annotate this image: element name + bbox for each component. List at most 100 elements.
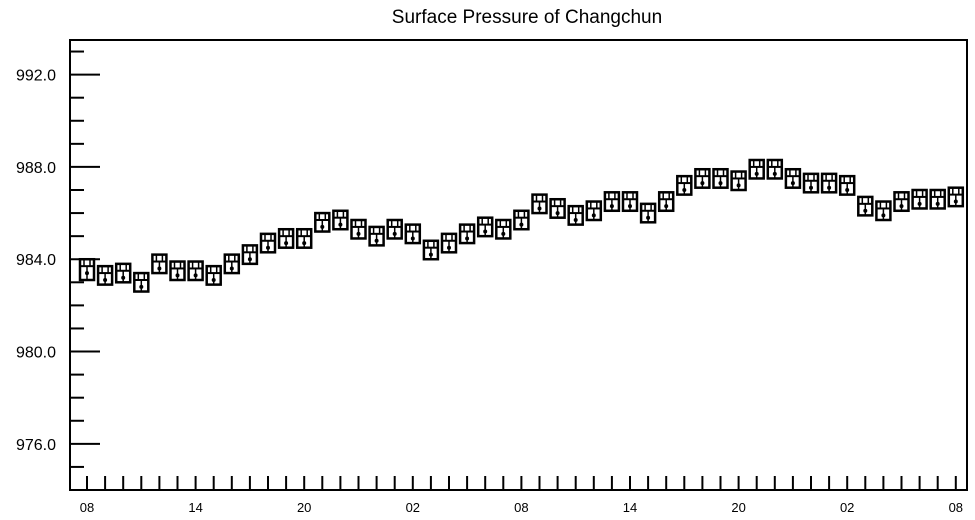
box [114,262,132,284]
box-mean [863,208,868,213]
box [603,191,621,213]
box [133,271,150,293]
box-mean [193,273,198,278]
box-mean [211,278,216,282]
box [205,264,222,286]
box-mean [157,266,162,271]
box [712,167,729,189]
box [440,232,458,254]
box-mean [320,224,325,229]
chart-title: Surface Pressure of Changchun [392,7,662,28]
box [911,188,928,210]
box [241,244,259,266]
box-mean [935,201,940,206]
box [259,232,277,254]
box [820,172,838,194]
y-tick-label: 992.0 [16,68,56,85]
box [332,209,349,231]
box [78,257,96,282]
box [495,218,512,240]
box [784,167,802,189]
box-mean [447,245,451,250]
box [730,170,747,192]
box-mean [121,275,126,280]
x-tick-label: 08 [514,500,528,515]
box [513,209,530,231]
box-mean [628,204,632,209]
box-mean [139,284,144,289]
box [187,260,204,282]
box [314,211,331,233]
box [838,174,856,196]
box [223,253,241,275]
y-tick-label: 976.0 [16,437,56,454]
box-mean [573,218,578,222]
boxes [78,158,965,293]
box-mean [664,204,669,209]
box-mean [428,252,433,257]
box-mean [953,199,958,204]
box [585,200,603,222]
box [567,204,584,226]
box-mean [338,222,343,227]
y-tick-label: 988.0 [16,160,56,177]
box-mean [790,181,795,186]
box-mean [609,204,614,209]
box [748,158,765,180]
box-mean [917,201,922,206]
box [295,227,313,249]
box [857,195,874,217]
box-mean [881,213,886,218]
box [621,191,639,213]
box [386,218,403,240]
box-mean [555,211,560,216]
box [802,172,820,194]
box [169,260,186,282]
box [476,216,494,238]
box-mean [85,271,89,276]
x-axis: 08 14 20 02 08 14 20 02 08 [80,476,963,515]
box-mean [374,238,379,243]
box [96,264,114,286]
x-tick-label: 08 [80,500,94,515]
box-mean [736,183,741,188]
box-mean [537,206,542,211]
x-tick-label: 20 [731,500,745,515]
box-mean [356,231,361,236]
box [350,218,367,240]
box [639,202,657,224]
box-mean [591,213,596,218]
box-mean [700,181,705,186]
box-mean [410,236,415,241]
box-mean [103,278,108,282]
box-mean [809,185,813,190]
box [875,200,892,222]
box-mean [845,188,850,192]
box [531,193,548,215]
x-tick-label: 14 [623,500,637,515]
box [676,174,693,196]
box-mean [229,266,234,271]
box [549,197,566,219]
box-mean [646,215,651,220]
box [151,253,168,275]
y-tick-label: 980.0 [16,345,56,362]
x-tick-label: 20 [297,500,311,515]
box-mean [501,231,506,236]
y-tick-label: 984.0 [16,252,56,269]
x-tick-label: 08 [949,500,963,515]
box-mean [899,204,904,209]
box [368,225,385,247]
x-tick-label: 02 [840,500,854,515]
x-tick-label: 14 [188,500,202,515]
box-mean [483,229,488,234]
box-mean [754,171,759,176]
box-mean [284,241,289,246]
x-tick-label: 02 [406,500,420,515]
box [947,186,965,208]
box [458,223,476,245]
box-mean [827,185,832,190]
box-mean [266,245,270,250]
box-mean [465,236,470,241]
box-mean [718,181,723,186]
